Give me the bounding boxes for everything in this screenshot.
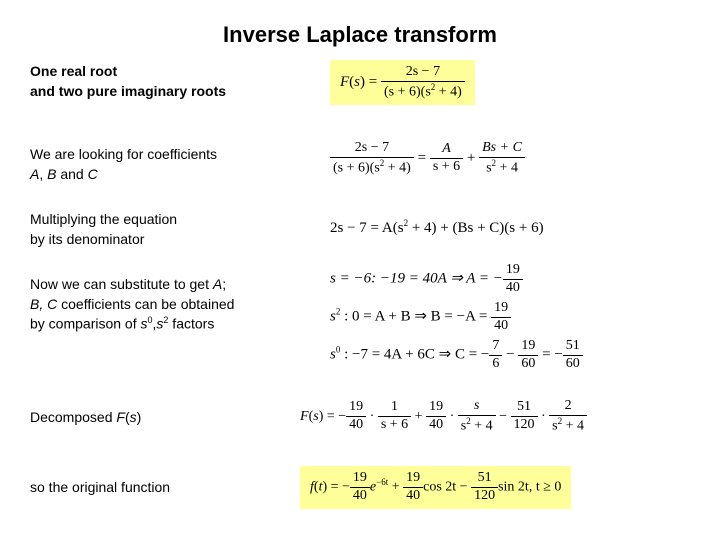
eq-ft-highlight: f(t) = −1940e−6t + 1940cos 2t − 51120sin…: [300, 466, 571, 509]
desc-decomposed: Decomposed F(s): [30, 408, 320, 428]
desc-roots: One real root and two pure imaginary roo…: [30, 62, 320, 101]
desc-multiply: Multiplying the equation by its denomina…: [30, 210, 320, 249]
desc-substitute: Now we can substitute to get A; B, C coe…: [30, 275, 330, 334]
eq-partial-fractions: 2s − 7(s + 6)(s2 + 4) = As + 6 + Bs + Cs…: [330, 140, 525, 177]
eq-solve-a: s = −6: −19 = 40A ⇒ A = −1940: [330, 262, 523, 297]
desc-original: so the original function: [30, 478, 320, 498]
eq-decomposed: F(s) = −1940 · 1s + 6 + 1940 · ss2 + 4 −…: [300, 398, 587, 435]
page-title: Inverse Laplace transform: [0, 0, 720, 48]
desc-coeffs: We are looking for coefficients A, B and…: [30, 145, 320, 184]
eq-solve-b: s2 : 0 = A + B ⇒ B = −A = 1940: [330, 300, 511, 335]
eq-solve-c: s0 : −7 = 4A + 6C ⇒ C = −76 − 1960 = −51…: [330, 338, 583, 373]
eq-fs-highlight: F(s) = 2s − 7(s + 6)(s2 + 4): [330, 60, 475, 105]
eq-expanded: 2s − 7 = A(s2 + 4) + (Bs + C)(s + 6): [330, 218, 544, 237]
